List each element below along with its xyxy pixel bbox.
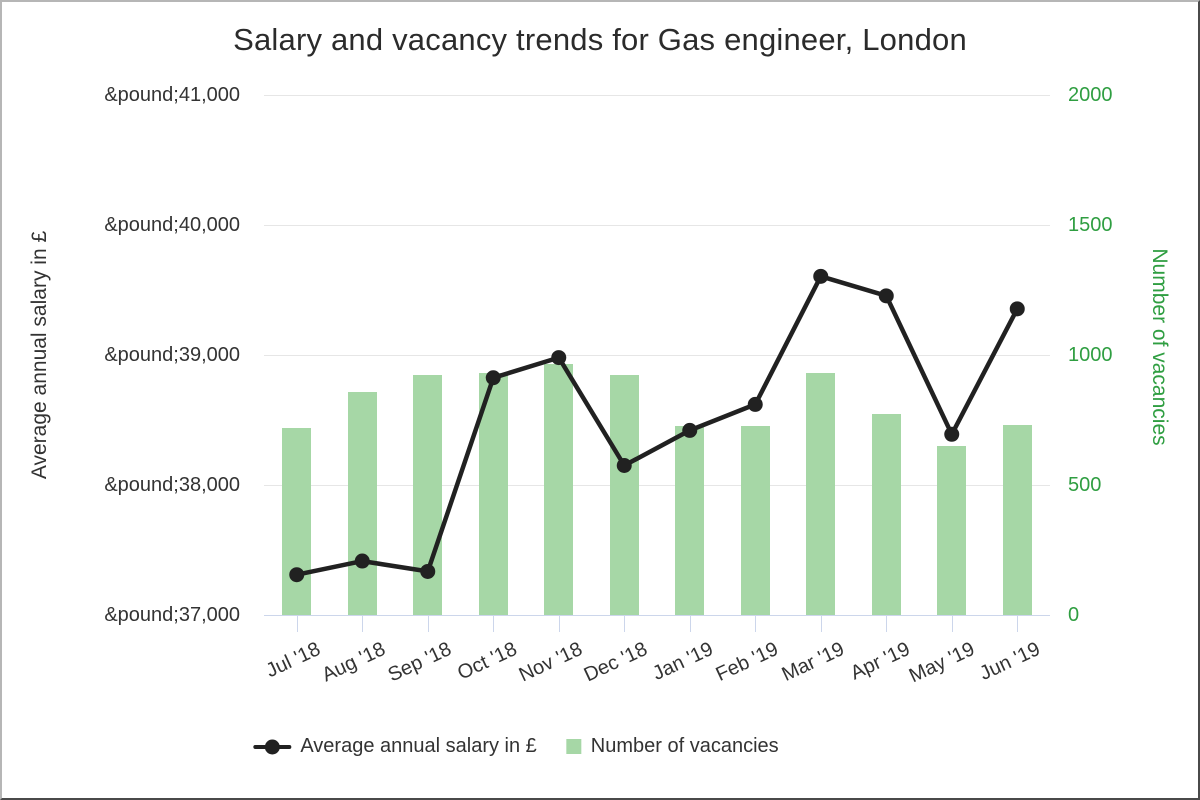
left-axis-title: Average annual salary in £ [28, 230, 51, 480]
salary-line [294, 274, 1020, 577]
x-tick-mark [951, 616, 953, 632]
salary-tick-label: &pound;38,000 [104, 474, 240, 496]
salary-point[interactable]: Sep '18: 37335 [420, 563, 436, 579]
x-axis-label: Nov '18 [515, 638, 586, 687]
gridline [264, 485, 1050, 486]
salary-tick-label: &pound;37,000 [104, 604, 240, 626]
plot-area: Jul '18: 37310 Aug '18: 37415 Sep '18: 373… [264, 95, 1050, 616]
vacancy-bar[interactable] [740, 425, 770, 615]
vacancy-bar[interactable] [347, 391, 377, 615]
vacancy-bar[interactable] [282, 427, 312, 615]
legend-label-salary: Average annual salary in £ [300, 735, 537, 757]
x-tick-mark [1017, 616, 1019, 632]
salary-tick-label: &pound;41,000 [104, 84, 240, 106]
vacancy-bar[interactable] [675, 426, 705, 615]
x-tick-mark [296, 616, 298, 632]
legend-item-salary[interactable]: Average annual salary in £ [253, 735, 537, 758]
vacancy-bar[interactable] [871, 414, 901, 615]
x-tick-mark [886, 616, 888, 632]
x-axis-label: Apr '19 [846, 638, 913, 685]
vacancy-tick-label: 0 [1068, 604, 1080, 626]
legend-label-vacancies: Number of vacancies [590, 735, 779, 757]
x-axis-label: Oct '18 [453, 638, 520, 685]
salary-point[interactable]: Nov '18: 38980 [551, 350, 567, 366]
dot-marker-icon [264, 739, 280, 754]
salary-tick-label: &pound;40,000 [104, 214, 240, 236]
vacancy-bar[interactable] [609, 375, 639, 615]
x-tick-mark [427, 616, 429, 632]
vacancy-bar[interactable] [1002, 424, 1032, 615]
salary-point[interactable]: Feb '19: 38620 [747, 396, 763, 412]
salary-point[interactable]: Aug '18: 37415 [354, 553, 370, 569]
vacancy-tick-label: 1500 [1068, 214, 1113, 236]
legend: Average annual salary in £ Number of vac… [253, 735, 779, 758]
vacancy-tick-label: 500 [1068, 474, 1102, 496]
salary-point[interactable]: Apr '19: 39455 [878, 288, 894, 304]
gridline [264, 95, 1050, 96]
x-axis-label: Dec '18 [580, 638, 651, 687]
vacancy-bar[interactable] [544, 363, 574, 615]
salary-line-layer: Jul '18: 37310 Aug '18: 37415 Sep '18: 373… [289, 268, 1025, 583]
right-axis-title: Number of vacancies [1148, 248, 1171, 446]
vacancy-tick-label: 2000 [1068, 84, 1113, 106]
chart-title: Salary and vacancy trends for Gas engine… [233, 22, 967, 57]
salary-point[interactable]: Dec '18: 38150 [616, 458, 632, 473]
x-axis-label: Sep '18 [384, 638, 455, 687]
x-axis-label: Mar '19 [778, 638, 848, 686]
gridline [264, 225, 1050, 226]
square-marker-icon [566, 739, 582, 754]
x-tick-mark [689, 616, 691, 632]
x-axis-label: Jan '19 [649, 638, 717, 685]
x-axis-label: May '19 [906, 638, 979, 688]
x-axis-label: Jun '19 [976, 638, 1044, 685]
x-tick-mark [755, 616, 757, 632]
x-axis-label: Aug '18 [318, 638, 389, 687]
salary-point[interactable]: Jan '19: 38420 [682, 422, 698, 438]
salary-point[interactable]: Jul '18: 37310 [289, 567, 305, 583]
x-axis-label: Feb '19 [712, 638, 782, 686]
salary-tick-label: &pound;39,000 [104, 344, 240, 366]
salary-point[interactable]: Oct '18: 38825 [485, 370, 501, 386]
salary-point[interactable]: May '19: 38390 [944, 426, 960, 442]
line-marker-icon [253, 739, 292, 754]
legend-item-vacancies[interactable]: Number of vacancies [566, 735, 779, 758]
vacancy-bar[interactable] [937, 446, 967, 615]
x-tick-mark [558, 616, 560, 632]
x-tick-mark [362, 616, 364, 632]
x-tick-mark [820, 616, 822, 632]
x-axis-label: Jul '18 [262, 638, 324, 683]
x-tick-mark [493, 616, 495, 632]
x-tick-mark [624, 616, 626, 632]
salary-point[interactable]: Mar '19: 39605 [813, 268, 829, 284]
salary-point[interactable]: Jun '19: 39355 [1009, 301, 1025, 317]
vacancy-bar[interactable] [806, 372, 836, 615]
vacancy-tick-label: 1000 [1068, 344, 1113, 366]
gridline [264, 355, 1050, 356]
